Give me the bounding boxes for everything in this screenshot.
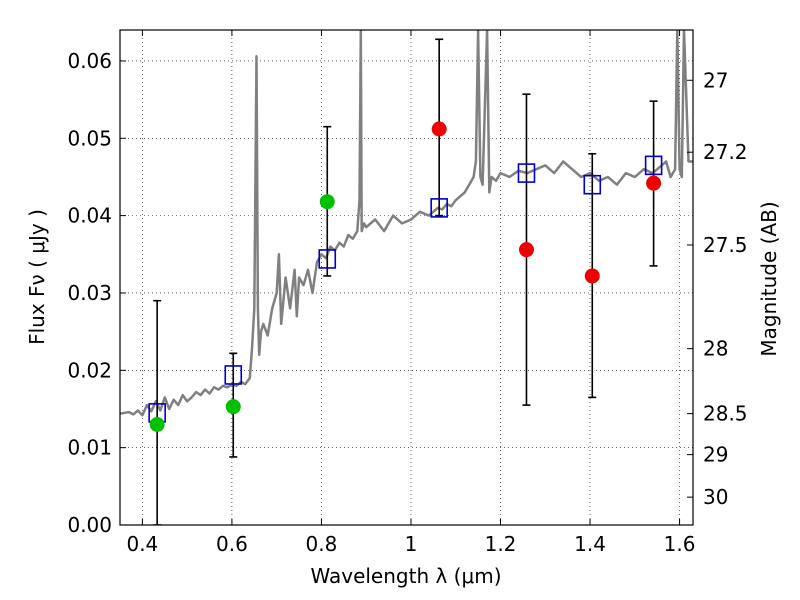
x-axis-label: Wavelength λ (μm): [310, 564, 501, 588]
right-tick-label: 27: [703, 68, 728, 92]
model-flux-square: [517, 163, 536, 183]
observed-flux-point: [518, 242, 534, 258]
x-tick-label: 1: [405, 532, 418, 556]
axes-frame: [119, 29, 694, 526]
template-spectrum-line: [120, 30, 693, 417]
observed-flux-point: [431, 121, 447, 137]
right-tick-label: 29: [703, 443, 728, 467]
model-flux-square: [644, 155, 663, 176]
observed-flux-point: [646, 175, 662, 191]
right-tick-label: 30: [703, 485, 728, 509]
right-tick-label: 28: [703, 337, 728, 361]
model-flux-square: [430, 198, 448, 218]
grid-lines: [120, 30, 693, 526]
model-flux-square: [318, 249, 337, 269]
observed-flux-point: [584, 268, 600, 284]
x-tick-label: 1.2: [485, 532, 517, 556]
right-tick-label: 27.5: [703, 233, 748, 257]
right-axis-label: Magnitude (AB): [757, 201, 781, 356]
y-tick-label: 0.03: [67, 281, 112, 305]
y-tick-label: 0.05: [67, 126, 112, 150]
x-tick-label: 1.4: [574, 532, 606, 556]
x-tick-label: 0.8: [306, 532, 338, 556]
model-flux-square: [224, 365, 243, 385]
model-flux-square: [583, 174, 602, 195]
right-tick-label: 28.5: [703, 402, 748, 426]
y-tick-label: 0.06: [67, 49, 112, 73]
observed-flux-point: [149, 416, 165, 432]
observed-flux-point: [225, 399, 241, 415]
right-tick-label: 27.2: [703, 140, 748, 164]
plot-area: [120, 30, 693, 525]
y-tick-label: 0.01: [67, 436, 112, 460]
x-tick-label: 1.6: [664, 532, 696, 556]
x-tick-label: 0.6: [216, 532, 248, 556]
observed-flux-point: [319, 194, 335, 210]
y-tick-label: 0.00: [67, 513, 112, 537]
y-tick-label: 0.02: [67, 358, 112, 382]
y-axis-label: Flux Fν ( μJy ): [25, 209, 49, 345]
x-tick-label: 0.4: [126, 532, 158, 556]
axis-ticks: 0.4 0.6 0.8 1 1.2 1.4 1.6 0.00 0.01 0.02 0.03 0.04 0…: [67, 30, 748, 556]
error-bar: [153, 299, 162, 525]
y-tick-label: 0.04: [67, 204, 112, 228]
